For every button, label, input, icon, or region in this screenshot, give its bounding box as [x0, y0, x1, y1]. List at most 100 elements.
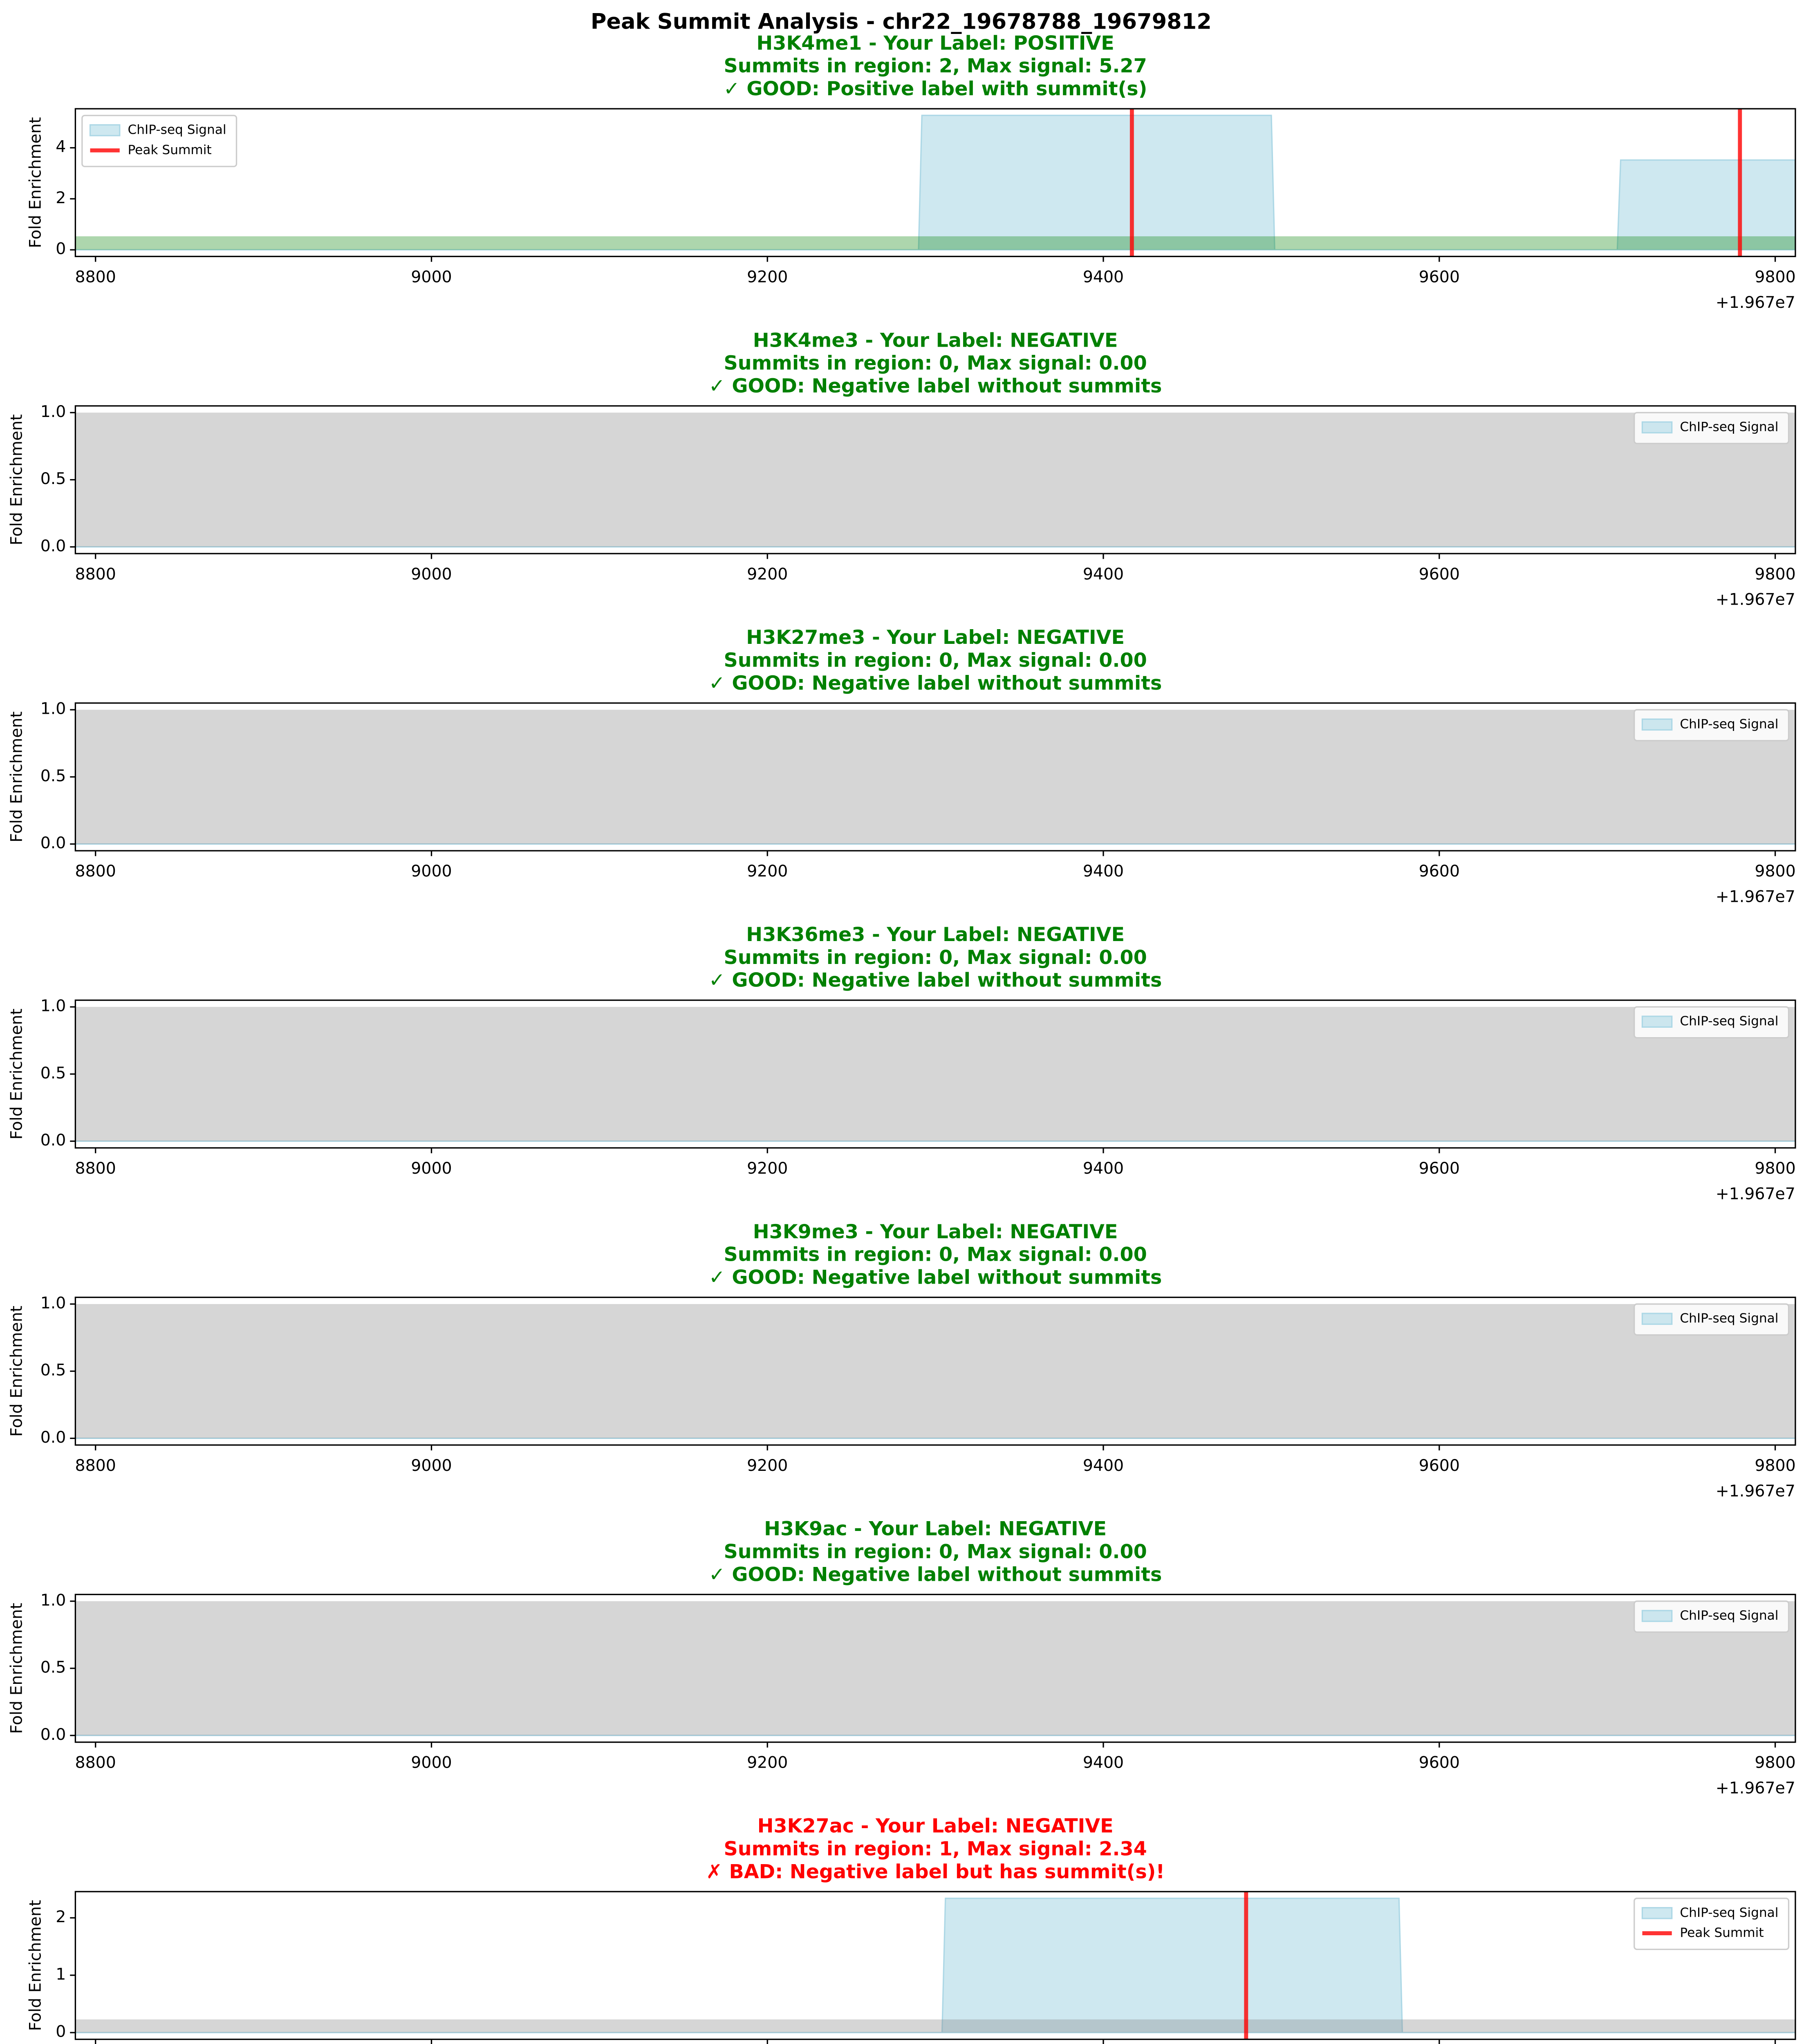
x-tick-label: 9800 — [1755, 1753, 1795, 1772]
subplot-title: H3K4me1 - Your Label: POSITIVE — [756, 32, 1114, 54]
legend-label: ChIP-seq Signal — [1680, 717, 1778, 731]
legend-label: Peak Summit — [1680, 1925, 1764, 1940]
y-axis-label: Fold Enrichment — [7, 711, 26, 843]
x-tick-label: 9800 — [1755, 267, 1795, 286]
x-tick-label: 9600 — [1419, 267, 1460, 286]
legend-label: ChIP-seq Signal — [1680, 1014, 1778, 1029]
label-band — [75, 412, 1795, 547]
legend-box — [1634, 1600, 1790, 1633]
y-tick-label: 2 — [56, 1907, 66, 1926]
plot-area — [75, 1892, 1795, 2040]
y-axis-label: Fold Enrichment — [26, 1900, 45, 2031]
x-tick-label: 9400 — [1083, 862, 1124, 881]
subplot-title: H3K9ac - Your Label: NEGATIVE — [764, 1518, 1107, 1540]
y-tick-label: 0.0 — [40, 536, 66, 555]
subplot-title: H3K27me3 - Your Label: NEGATIVE — [746, 626, 1125, 649]
y-tick-label: 1.0 — [40, 402, 66, 421]
x-tick-label: 9800 — [1755, 1159, 1795, 1178]
legend-swatch — [1641, 718, 1673, 731]
axes-frame — [74, 108, 1796, 257]
subplot-title: Summits in region: 0, Max signal: 0.00 — [724, 1244, 1147, 1266]
x-tick-label: 8800 — [75, 1456, 116, 1475]
y-tick-label: 0.5 — [40, 766, 66, 785]
label-band — [75, 236, 1795, 250]
x-tick-label: 9400 — [1083, 1753, 1124, 1772]
x-tick-label: 9800 — [1755, 1456, 1795, 1475]
subplot-title: ✓ GOOD: Negative label without summits — [709, 1266, 1162, 1289]
x-tick-label: 9400 — [1083, 1456, 1124, 1475]
subplot-title: ✗ BAD: Negative label but has summit(s)! — [706, 1860, 1165, 1883]
x-tick-label: 9600 — [1419, 1753, 1460, 1772]
x-offset-label: +1.967e7 — [1716, 293, 1795, 312]
y-tick-label: 1.0 — [40, 997, 66, 1015]
label-band — [75, 1007, 1795, 1141]
plot-area — [75, 1304, 1795, 1439]
y-tick-label: 0.5 — [40, 469, 66, 488]
label-band — [75, 1304, 1795, 1439]
y-tick-label: 0.0 — [40, 1725, 66, 1744]
signal-area — [75, 114, 1795, 251]
legend-box — [1634, 1898, 1790, 1950]
legend-label: Peak Summit — [128, 143, 211, 157]
plot-area — [75, 1601, 1795, 1736]
subplot-title: ✓ GOOD: Negative label without summits — [709, 672, 1162, 695]
x-tick-label: 8800 — [75, 267, 116, 286]
y-tick-label: 0 — [56, 2022, 66, 2041]
y-tick-label: 0.5 — [40, 1361, 66, 1380]
subplot-title: Summits in region: 2, Max signal: 5.27 — [724, 55, 1147, 77]
y-axis-label: Fold Enrichment — [7, 1603, 26, 1734]
plot-area — [75, 412, 1795, 548]
y-axis-label: Fold Enrichment — [26, 117, 45, 248]
legend-label: ChIP-seq Signal — [1680, 1311, 1778, 1326]
x-tick-label: 9600 — [1419, 1159, 1460, 1178]
legend-box — [1634, 412, 1790, 444]
x-tick-label: 9600 — [1419, 862, 1460, 881]
x-offset-label: +1.967e7 — [1716, 1779, 1795, 1797]
subplot-title: ✓ GOOD: Negative label without summits — [709, 375, 1162, 397]
y-tick-label: 2 — [56, 188, 66, 207]
y-axis-label: Fold Enrichment — [7, 414, 26, 545]
y-axis-label: Fold Enrichment — [7, 1009, 26, 1140]
legend-swatch — [1641, 1015, 1673, 1028]
x-tick-label: 9400 — [1083, 267, 1124, 286]
x-offset-label: +1.967e7 — [1716, 1481, 1795, 1500]
legend-box — [1634, 1006, 1790, 1039]
y-tick-label: 0.5 — [40, 1658, 66, 1677]
legend-swatch — [1641, 1907, 1673, 1919]
x-tick-label: 9000 — [411, 1456, 452, 1475]
x-tick-label: 9800 — [1755, 565, 1795, 583]
y-tick-label: 1.0 — [40, 1293, 66, 1312]
signal-area — [75, 1898, 1795, 2033]
label-band — [75, 1601, 1795, 1736]
subplot-title: ✓ GOOD: Negative label without summits — [709, 969, 1162, 992]
subplot-title: H3K36me3 - Your Label: NEGATIVE — [746, 923, 1125, 946]
label-band — [75, 710, 1795, 844]
y-tick-label: 1.0 — [40, 1591, 66, 1609]
x-tick-label: 9000 — [411, 267, 452, 286]
y-tick-label: 1.0 — [40, 699, 66, 718]
figure-title: Peak Summit Analysis - chr22_19678788_19… — [591, 9, 1212, 34]
x-tick-label: 9600 — [1419, 565, 1460, 583]
y-tick-label: 1 — [56, 1965, 66, 1983]
x-offset-label: +1.967e7 — [1716, 1184, 1795, 1203]
x-tick-label: 9400 — [1083, 565, 1124, 583]
legend-swatch — [1641, 421, 1673, 434]
legend-box — [1634, 709, 1790, 742]
axes-frame — [74, 1891, 1796, 2040]
x-tick-label: 8800 — [75, 1753, 116, 1772]
x-tick-label: 9200 — [747, 1753, 788, 1772]
x-offset-label: +1.967e7 — [1716, 590, 1795, 609]
y-tick-label: 0 — [56, 240, 66, 258]
legend-label: ChIP-seq Signal — [1680, 1905, 1778, 1920]
subplot-title: ✓ GOOD: Positive label with summit(s) — [724, 78, 1147, 100]
x-tick-label: 9000 — [411, 1753, 452, 1772]
x-tick-label: 9400 — [1083, 1159, 1124, 1178]
x-tick-label: 9000 — [411, 862, 452, 881]
